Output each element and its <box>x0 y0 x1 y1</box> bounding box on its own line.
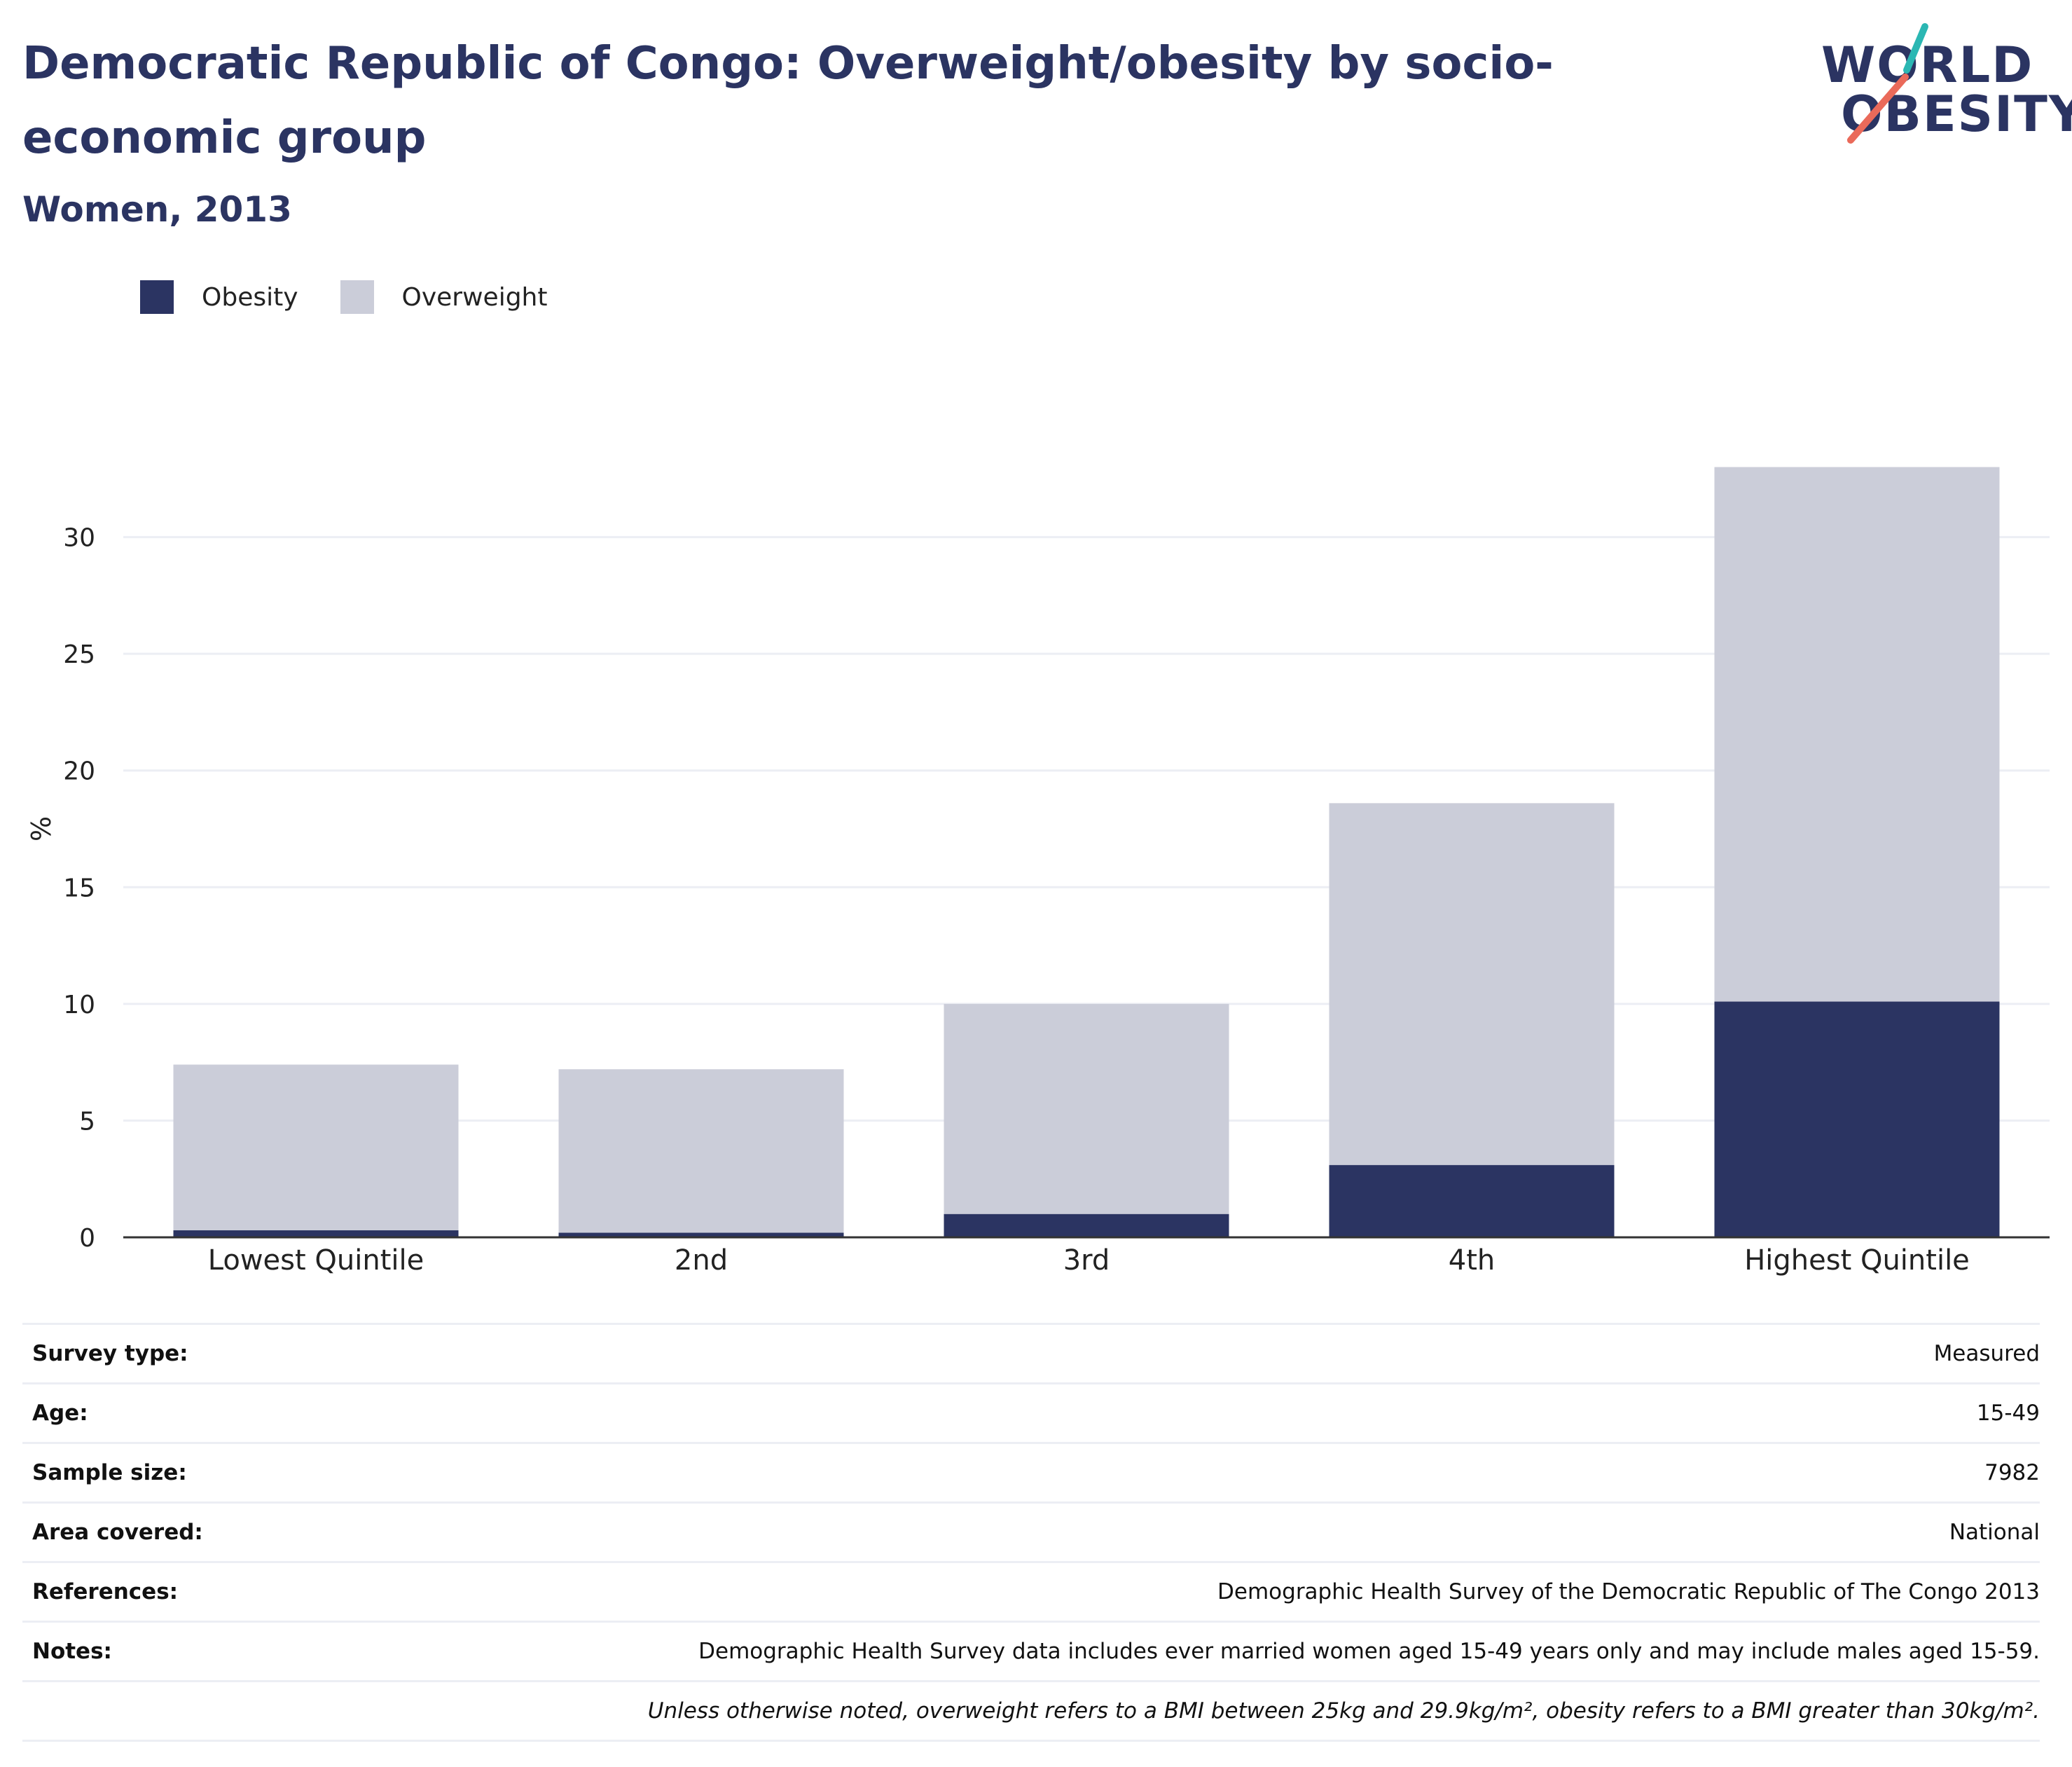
meta-value: 15-49 <box>1976 1401 2040 1426</box>
bar-overweight-5 <box>1714 467 2000 1002</box>
meta-row-references: References: Demographic Health Survey of… <box>22 1561 2040 1621</box>
meta-row-footnote: Unless otherwise noted, overweight refer… <box>22 1680 2040 1742</box>
legend-item-overweight[interactable]: Overweight <box>340 280 548 314</box>
legend-item-obesity[interactable]: Obesity <box>140 280 298 314</box>
legend-label-obesity: Obesity <box>202 282 298 312</box>
meta-value: Demographic Health Survey of the Democra… <box>1217 1579 2040 1604</box>
x-tick-label: Lowest Quintile <box>208 1244 424 1277</box>
bar-overweight-1 <box>173 1064 459 1231</box>
meta-key: Age: <box>32 1401 88 1426</box>
bar-chart: 0 5 10 15 20 25 30% Lowest Quintile 2nd 3rd 4th Hig… <box>26 467 2050 1277</box>
legend-label-overweight: Overweight <box>401 282 548 312</box>
meta-value: National <box>1949 1520 2040 1545</box>
bar-obesity-1 <box>173 1230 459 1237</box>
logo-line-1: WORLD <box>1821 36 2034 94</box>
bar-obesity-2 <box>558 1232 844 1237</box>
x-tick-label: 4th <box>1449 1244 1495 1277</box>
y-tick-label: 25 <box>63 640 95 669</box>
meta-value: 7982 <box>1984 1460 2040 1485</box>
logo-slash-icon <box>1847 23 1928 144</box>
survey-metadata-table: Survey type: Measured Age: 15-49 Sample … <box>22 1323 2040 1742</box>
bar-obesity-3 <box>944 1213 1229 1237</box>
x-tick-label: 3rd <box>1063 1244 1110 1277</box>
bar-overweight-3 <box>944 1003 1229 1214</box>
meta-key: Sample size: <box>32 1460 187 1485</box>
chart-subtitle: Women, 2013 <box>22 189 292 230</box>
y-tick-label: 20 <box>63 757 95 786</box>
meta-row-notes: Notes: Demographic Health Survey data in… <box>22 1621 2040 1680</box>
meta-key: Notes: <box>32 1639 112 1664</box>
meta-key: Survey type: <box>32 1341 188 1366</box>
meta-key: References: <box>32 1579 179 1604</box>
x-tick-label: 2nd <box>675 1244 728 1277</box>
meta-key: Area covered: <box>32 1520 203 1545</box>
y-axis-label: % <box>26 816 57 841</box>
meta-value: Demographic Health Survey data includes … <box>698 1639 2040 1664</box>
definition-footnote: Unless otherwise noted, overweight refer… <box>647 1698 2040 1724</box>
y-tick-label: 5 <box>79 1107 95 1136</box>
y-tick-label: 15 <box>63 874 95 902</box>
meta-value: Measured <box>1933 1341 2040 1366</box>
meta-row-survey-type: Survey type: Measured <box>22 1323 2040 1382</box>
bar-obesity-5 <box>1714 1001 2000 1237</box>
bar-obesity-4 <box>1329 1164 1615 1237</box>
chart-legend: Obesity Overweight <box>140 280 589 314</box>
x-tick-label: Highest Quintile <box>1744 1244 1970 1277</box>
y-tick-label: 30 <box>63 524 95 553</box>
y-tick-label: 10 <box>63 991 95 1019</box>
world-obesity-logo: WORLD OBESITY <box>1821 21 2072 154</box>
y-tick-label: 0 <box>79 1224 95 1253</box>
meta-row-area-covered: Area covered: National <box>22 1501 2040 1561</box>
bar-overweight-2 <box>558 1069 844 1233</box>
legend-swatch-obesity <box>140 280 174 314</box>
meta-row-age: Age: 15-49 <box>22 1382 2040 1442</box>
bar-overweight-4 <box>1329 803 1615 1165</box>
legend-swatch-overweight <box>340 280 374 314</box>
logo-line-2: OBESITY <box>1841 85 2072 143</box>
chart-title: Democratic Republic of Congo: Overweight… <box>22 38 1554 164</box>
meta-row-sample-size: Sample size: 7982 <box>22 1442 2040 1501</box>
